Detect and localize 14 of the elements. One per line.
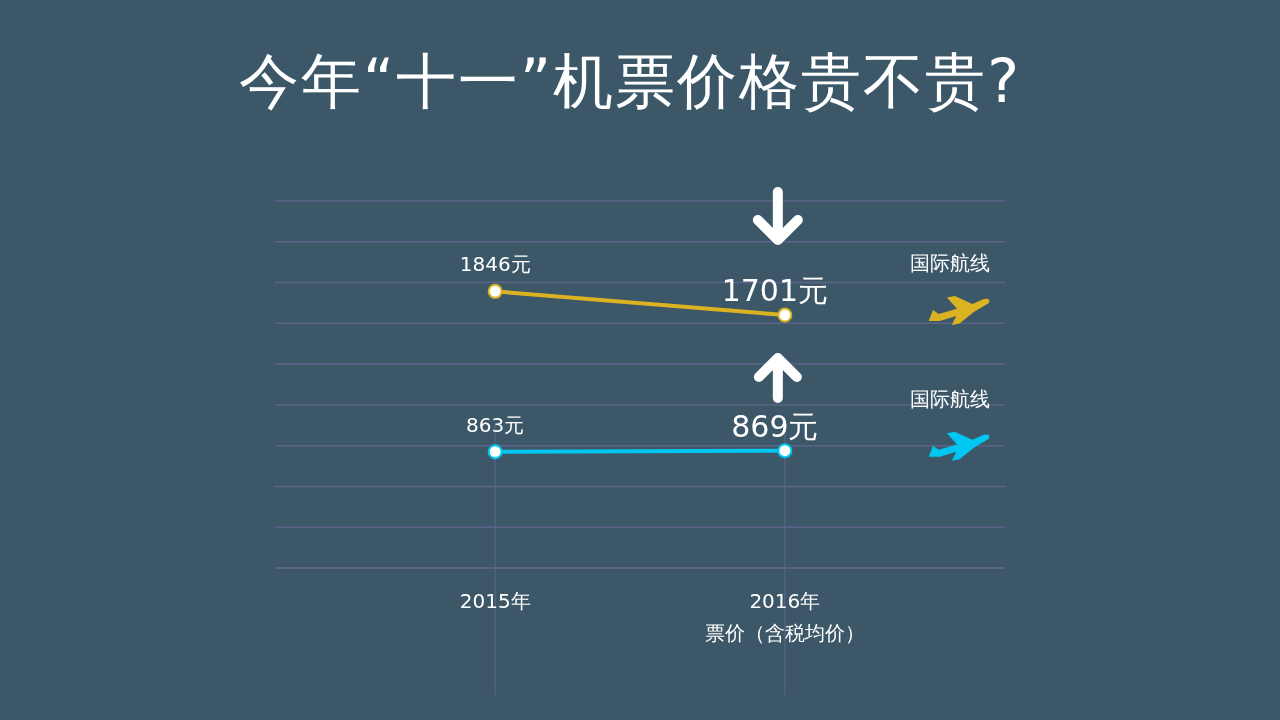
x-tick-label: 2016年	[749, 589, 821, 613]
text: 国际航线	[910, 386, 990, 411]
chart-title: 今年“十一”机票价格贵不贵?	[238, 46, 1022, 116]
x-tick-label: 2015年	[459, 589, 531, 613]
text: 国际航线	[910, 251, 990, 276]
point	[777, 307, 793, 323]
data-label: 869元	[731, 408, 819, 444]
point	[487, 444, 503, 460]
data-label: 863元	[466, 412, 525, 437]
point	[777, 443, 793, 459]
x-axis-title: 票价（含税均价）	[704, 621, 865, 645]
data-label: 1846元	[459, 252, 531, 277]
data-label: 1701元	[721, 273, 829, 309]
point	[487, 283, 503, 299]
